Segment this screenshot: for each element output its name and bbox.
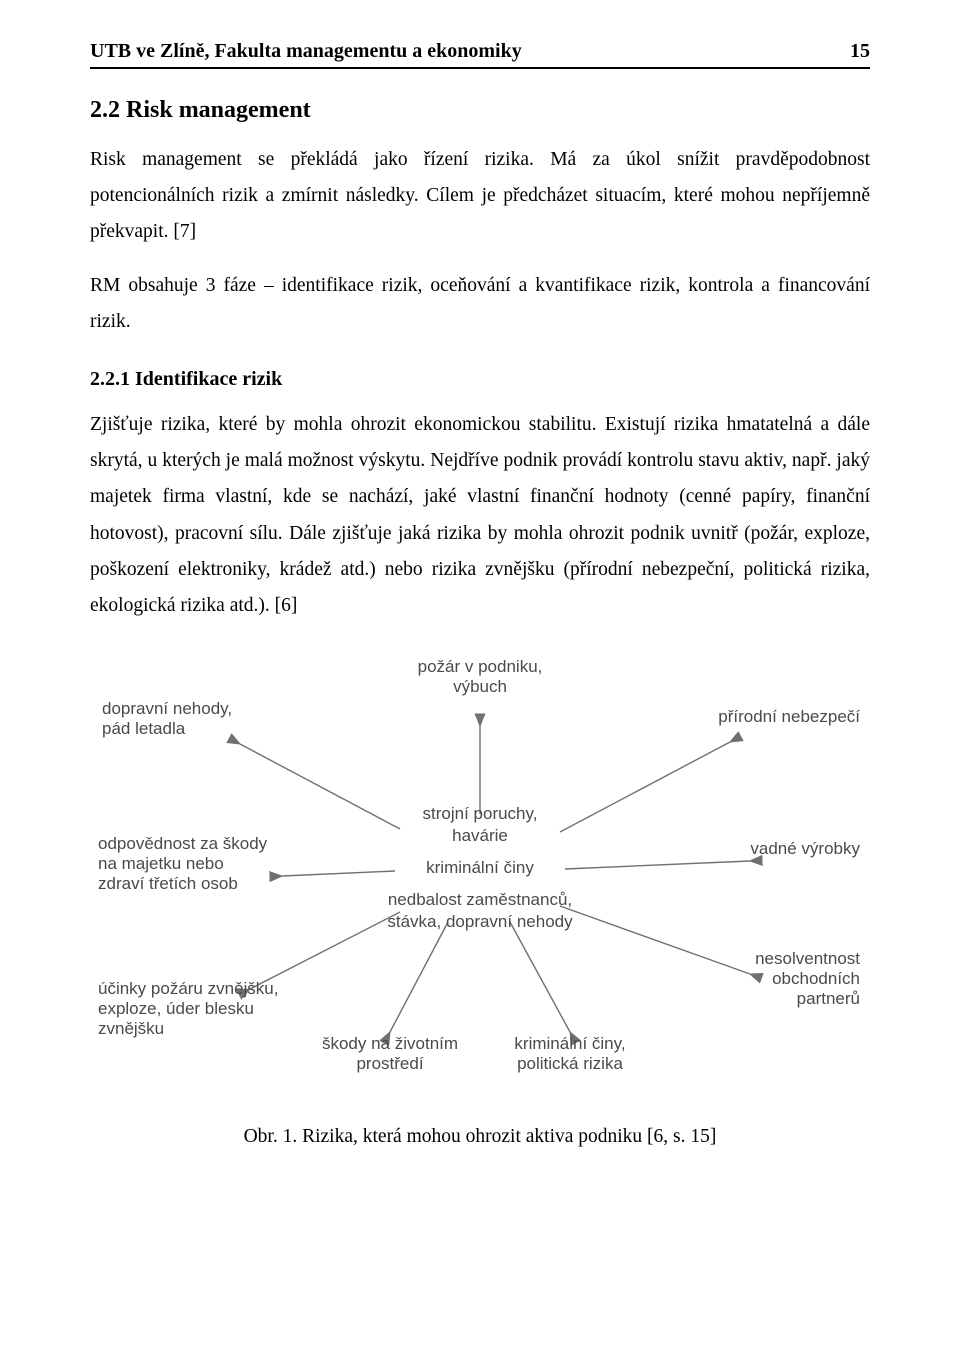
center-line: nedbalost zaměstnanců, bbox=[388, 890, 572, 909]
arrows-group bbox=[240, 726, 750, 1032]
arrow bbox=[565, 861, 750, 869]
paragraph-3: Zjišťuje rizika, které by mohla ohrozit … bbox=[90, 407, 870, 623]
arrow bbox=[250, 912, 400, 989]
center-labels: strojní poruchy, havárie kriminální činy ne… bbox=[387, 804, 573, 931]
paragraph-2: RM obsahuje 3 fáze – identifikace rizik,… bbox=[90, 268, 870, 340]
outer-label: požár v podniku,výbuch bbox=[418, 657, 543, 696]
arrow bbox=[282, 871, 395, 876]
page-container: UTB ve Zlíně, Fakulta managementu a ekon… bbox=[0, 0, 960, 1198]
page-number: 15 bbox=[850, 40, 870, 63]
figure-caption: Obr. 1. Rizika, která mohou ohrozit akti… bbox=[90, 1126, 870, 1148]
outer-label: vadné výrobky bbox=[750, 839, 860, 858]
arrow bbox=[240, 744, 400, 829]
center-line: kriminální činy bbox=[426, 858, 534, 877]
arrow bbox=[560, 742, 730, 832]
outer-label: přírodní nebezpečí bbox=[718, 707, 860, 726]
outer-label: odpovědnost za škodyna majetku nebozdrav… bbox=[98, 834, 268, 893]
outer-label: škody na životnímprostředí bbox=[322, 1034, 458, 1073]
section-heading: 2.2 Risk management bbox=[90, 97, 870, 124]
center-line: havárie bbox=[452, 826, 508, 845]
outer-label: dopravní nehody,pád letadla bbox=[102, 699, 232, 738]
running-header: UTB ve Zlíně, Fakulta managementu a ekon… bbox=[90, 40, 870, 69]
header-title: UTB ve Zlíně, Fakulta managementu a ekon… bbox=[90, 40, 522, 63]
arrow bbox=[560, 906, 750, 974]
outer-label: nesolventnostobchodníchpartnerů bbox=[755, 949, 860, 1008]
center-line: strojní poruchy, bbox=[423, 804, 538, 823]
arrow bbox=[390, 922, 448, 1032]
outer-label: účinky požáru zvnějšku,exploze, úder ble… bbox=[98, 979, 278, 1038]
risk-diagram-svg: strojní poruchy, havárie kriminální činy ne… bbox=[90, 654, 870, 1094]
arrow bbox=[510, 922, 570, 1032]
paragraph-1: Risk management se překládá jako řízení … bbox=[90, 142, 870, 250]
outer-label: kriminální činy,politická rizika bbox=[514, 1034, 625, 1073]
diagram-container: strojní poruchy, havárie kriminální činy ne… bbox=[90, 654, 870, 1094]
subsection-heading: 2.2.1 Identifikace rizik bbox=[90, 368, 870, 391]
center-line: stávka, dopravní nehody bbox=[387, 912, 573, 931]
